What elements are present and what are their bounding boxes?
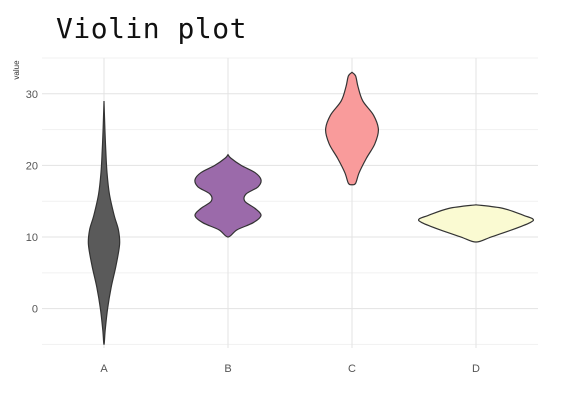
violin-a (87, 100, 121, 346)
violin-d (417, 204, 535, 243)
x-tick-label-b: B (224, 363, 231, 375)
violin-b (194, 153, 262, 238)
x-axis-ticks: A B C D (100, 363, 480, 375)
y-axis-ticks: 0 10 20 30 (26, 89, 38, 316)
grid-lines (42, 57, 538, 348)
chart-title: Violin plot (56, 12, 247, 45)
violin-c (324, 71, 380, 186)
y-tick-label: 20 (26, 160, 38, 172)
y-tick-label: 30 (26, 89, 38, 101)
y-axis-label: value (12, 60, 21, 80)
x-tick-label-a: A (100, 363, 108, 375)
x-tick-label-c: C (348, 363, 356, 375)
x-tick-label-d: D (472, 363, 480, 375)
y-tick-label: 0 (32, 304, 38, 316)
violins (87, 71, 535, 346)
y-tick-label: 10 (26, 232, 38, 244)
